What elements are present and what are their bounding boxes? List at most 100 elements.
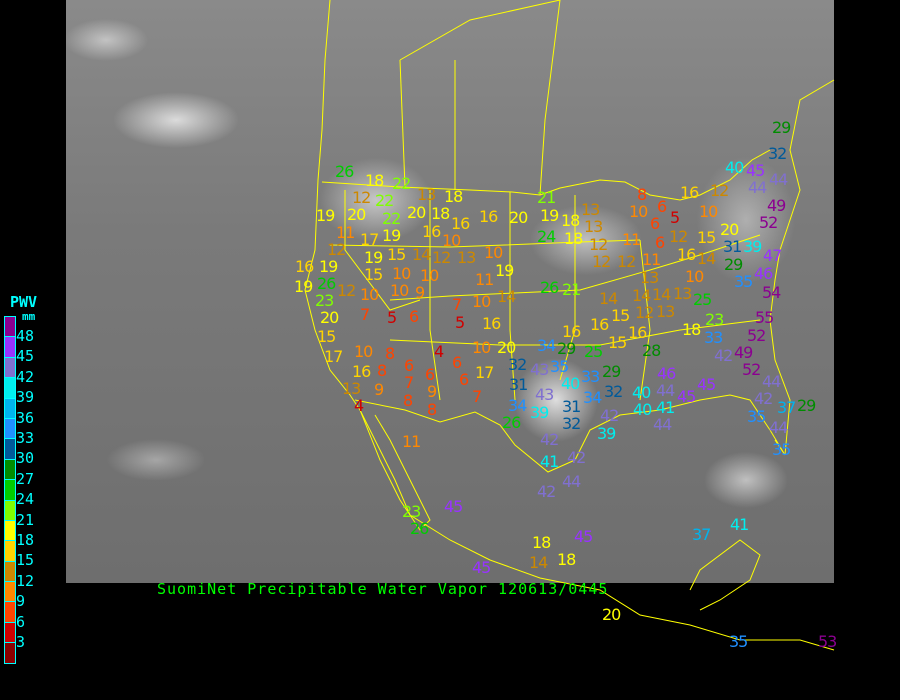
station-pwv-value: 10 [472, 338, 491, 357]
station-pwv-value: 13 [640, 268, 659, 287]
legend-swatch [5, 357, 15, 379]
station-pwv-value: 35 [747, 407, 766, 426]
station-pwv-value: 9 [415, 283, 425, 302]
station-pwv-value: 44 [769, 170, 788, 189]
station-pwv-value: 53 [818, 632, 837, 651]
station-pwv-value: 16 [479, 207, 498, 226]
station-pwv-value: 44 [762, 372, 781, 391]
station-pwv-value: 13 [417, 185, 436, 204]
station-pwv-value: 18 [532, 533, 551, 552]
station-pwv-value: 10 [472, 292, 491, 311]
station-pwv-value: 40 [725, 158, 744, 177]
station-pwv-value: 8 [377, 361, 387, 380]
station-pwv-value: 19 [316, 206, 335, 225]
station-pwv-value: 33 [704, 328, 723, 347]
station-pwv-value: 15 [364, 265, 383, 284]
station-pwv-value: 46 [657, 364, 676, 383]
gulf-coast [574, 394, 786, 461]
station-pwv-value: 19 [540, 206, 559, 225]
legend-swatch [5, 561, 15, 583]
station-pwv-value: 12 [589, 235, 608, 254]
station-pwv-value: 7 [472, 387, 482, 406]
station-pwv-value: 5 [387, 308, 397, 327]
station-pwv-value: 13 [656, 302, 675, 321]
station-pwv-value: 39 [530, 403, 549, 422]
legend-label: 48 [16, 327, 35, 345]
state-line [389, 319, 761, 346]
station-pwv-value: 44 [769, 418, 788, 437]
station-pwv-value: 25 [584, 342, 603, 361]
station-pwv-value: 15 [387, 245, 406, 264]
station-pwv-value: 13 [673, 284, 692, 303]
station-pwv-value: 46 [754, 264, 773, 283]
legend-label: 18 [16, 531, 35, 549]
station-pwv-value: 16 [677, 245, 696, 264]
station-pwv-value: 17 [475, 363, 494, 382]
station-pwv-value: 10 [360, 285, 379, 304]
station-pwv-value: 16 [628, 323, 647, 342]
station-pwv-value: 13 [457, 248, 476, 267]
yucatan-coast [689, 539, 761, 611]
station-pwv-value: 44 [748, 178, 767, 197]
station-pwv-value: 20 [602, 605, 621, 624]
legend-label: 33 [16, 429, 35, 447]
station-pwv-value: 35 [550, 357, 569, 376]
station-pwv-value: 35 [734, 272, 753, 291]
station-pwv-value: 14 [529, 553, 548, 572]
station-pwv-value: 44 [562, 472, 581, 491]
station-pwv-value: 12 [352, 188, 371, 207]
station-pwv-value: 12 [327, 240, 346, 259]
station-pwv-value: 49 [767, 196, 786, 215]
station-pwv-value: 34 [508, 396, 527, 415]
station-pwv-value: 40 [561, 374, 580, 393]
station-pwv-value: 16 [680, 183, 699, 202]
station-pwv-value: 13 [584, 217, 603, 236]
state-line [329, 239, 641, 248]
station-pwv-value: 28 [642, 341, 661, 360]
station-pwv-value: 15 [317, 327, 336, 346]
station-pwv-value: 22 [382, 209, 401, 228]
station-pwv-value: 11 [402, 432, 421, 451]
station-pwv-value: 14 [599, 289, 618, 308]
legend-label: 27 [16, 469, 35, 488]
legend-label: 36 [16, 408, 35, 427]
station-pwv-value: 19 [495, 261, 514, 280]
station-pwv-value: 34 [583, 388, 602, 407]
station-pwv-value: 23 [315, 291, 334, 310]
station-pwv-value: 42 [537, 482, 556, 501]
station-pwv-value: 23 [705, 310, 724, 329]
station-pwv-value: 20 [347, 205, 366, 224]
station-pwv-value: 42 [714, 346, 733, 365]
legend-swatch [5, 602, 15, 623]
state-line [509, 192, 516, 401]
station-pwv-value: 19 [319, 257, 338, 276]
station-pwv-value: 47 [763, 246, 782, 265]
station-pwv-value: 14 [697, 249, 716, 268]
station-pwv-value: 16 [590, 315, 609, 334]
station-pwv-value: 29 [797, 396, 816, 415]
station-pwv-value: 33 [581, 367, 600, 386]
legend-unit: mm [22, 310, 36, 323]
station-pwv-value: 29 [724, 255, 743, 274]
station-pwv-value: 21 [537, 188, 556, 207]
station-pwv-value: 41 [656, 398, 675, 417]
legend-label: 39 [16, 388, 35, 407]
station-pwv-value: 21 [562, 280, 581, 299]
station-pwv-value: 10 [390, 281, 409, 300]
station-pwv-value: 14 [652, 285, 671, 304]
canada-province-line [399, 0, 561, 61]
legend-label: 42 [16, 367, 35, 386]
station-pwv-value: 8 [385, 344, 395, 363]
station-pwv-value: 26 [410, 519, 429, 538]
station-pwv-value: 10 [699, 202, 718, 221]
legend-title: PWV [10, 293, 38, 311]
station-pwv-value: 6 [650, 214, 660, 233]
station-pwv-value: 6 [409, 307, 419, 326]
map-title: SuomiNet Precipitable Water Vapor 120613… [157, 580, 609, 598]
canada-province-line [539, 0, 561, 196]
station-pwv-value: 16 [422, 222, 441, 241]
station-pwv-value: 10 [354, 342, 373, 361]
legend-label: 45 [16, 347, 35, 366]
station-pwv-value: 39 [597, 424, 616, 443]
